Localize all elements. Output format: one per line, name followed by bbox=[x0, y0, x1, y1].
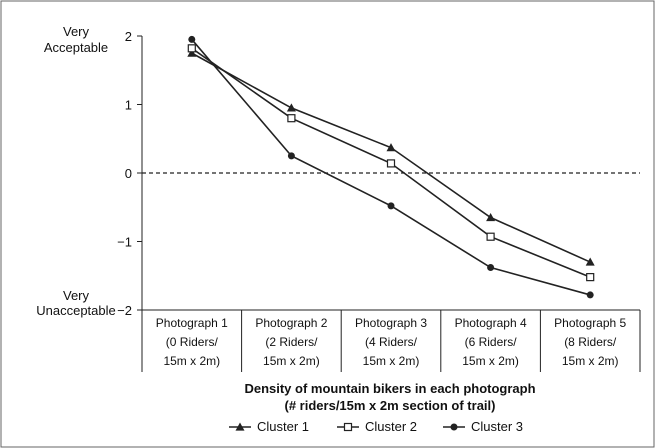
x-tick-label: Photograph 3 bbox=[355, 316, 427, 330]
cluster-1-point bbox=[585, 257, 595, 266]
plot-series bbox=[187, 35, 595, 299]
y-tick-label: 1 bbox=[125, 98, 132, 113]
y-tick-label: 2 bbox=[125, 29, 132, 44]
y-label-top-line-1: Very bbox=[63, 24, 90, 39]
x-tick-label: (2 Riders/ bbox=[265, 335, 318, 349]
cluster-1-point bbox=[386, 143, 396, 152]
y-label-bottom-line-2: Unacceptable bbox=[36, 303, 116, 318]
legend-cluster-2-marker bbox=[343, 422, 353, 432]
legend-cluster-3-marker bbox=[450, 423, 458, 431]
y-side-labels: Very Acceptable Very Unacceptable bbox=[36, 24, 116, 318]
cluster-2-point bbox=[386, 159, 396, 168]
x-tick-label: 15m x 2m) bbox=[263, 354, 320, 368]
x-tick-label: 15m x 2m) bbox=[363, 354, 420, 368]
cluster-2-point bbox=[486, 232, 495, 241]
x-axis-title-line-2: (# riders/15m x 2m section of trail) bbox=[285, 398, 496, 413]
x-tick-label: (6 Riders/ bbox=[465, 335, 518, 349]
x-tick-label: Photograph 4 bbox=[455, 316, 527, 330]
x-tick-label: Photograph 1 bbox=[156, 316, 228, 330]
x-axis: Photograph 1 (0 Riders/15m x 2m) Photograp… bbox=[141, 309, 641, 372]
legend-cluster-2-label: Cluster 2 bbox=[365, 419, 417, 434]
legend-cluster-3-label: Cluster 3 bbox=[471, 419, 523, 434]
cluster-1-point bbox=[486, 213, 496, 222]
y-tick-label: 0 bbox=[125, 166, 132, 181]
cluster-3-point bbox=[188, 35, 196, 43]
y-label-bottom-line-1: Very bbox=[63, 288, 90, 303]
legend: Cluster 1 Cluster 2 Cluster 3 bbox=[229, 419, 523, 434]
y-tick-label: −2 bbox=[117, 303, 132, 318]
cluster-2-point bbox=[187, 44, 196, 53]
cluster-3-point bbox=[586, 291, 594, 299]
x-axis-title: Density of mountain bikers in each photo… bbox=[244, 381, 535, 413]
x-axis-title-line-1: Density of mountain bikers in each photo… bbox=[244, 381, 535, 396]
x-tick-label: 15m x 2m) bbox=[562, 354, 619, 368]
cluster-3-point bbox=[487, 264, 495, 272]
legend-cluster-1-marker bbox=[235, 422, 245, 431]
x-tick-label: Photograph 2 bbox=[255, 316, 327, 330]
cluster-1-point bbox=[286, 103, 296, 112]
cluster-1-point bbox=[187, 48, 197, 57]
y-label-top-line-2: Acceptable bbox=[44, 40, 108, 55]
x-tick-label: (0 Riders/ bbox=[166, 335, 219, 349]
cluster-2-point bbox=[287, 114, 296, 123]
cluster-3-point bbox=[287, 152, 295, 160]
legend-cluster-1-label: Cluster 1 bbox=[257, 419, 309, 434]
y-tick-label: −1 bbox=[117, 235, 132, 250]
cluster-3-point bbox=[387, 202, 395, 210]
x-tick-label: (8 Riders/ bbox=[564, 335, 617, 349]
cluster-2-point bbox=[586, 273, 595, 282]
x-tick-label: 15m x 2m) bbox=[163, 354, 220, 368]
x-tick-label: (4 Riders/ bbox=[365, 335, 418, 349]
x-tick-label: Photograph 5 bbox=[554, 316, 626, 330]
x-tick-label: 15m x 2m) bbox=[462, 354, 519, 368]
